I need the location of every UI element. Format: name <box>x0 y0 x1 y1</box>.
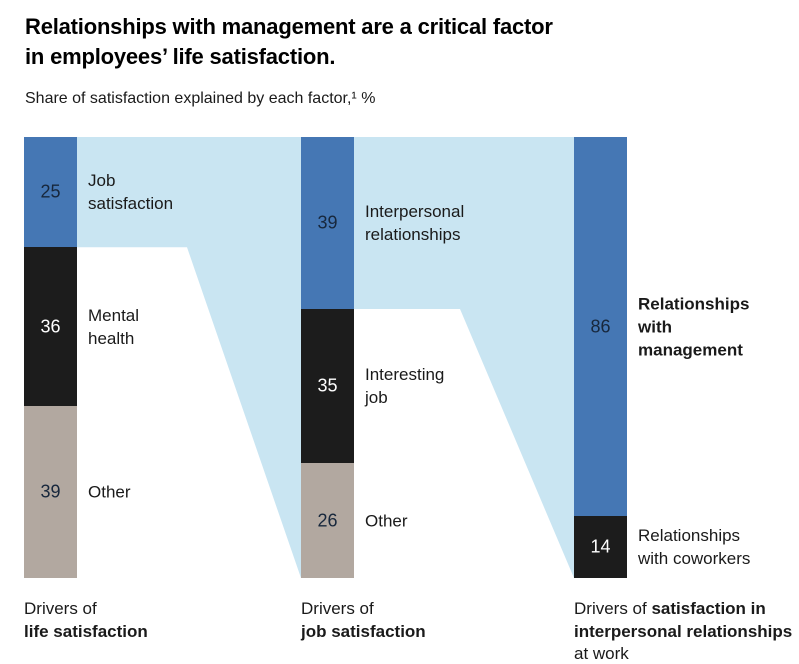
segment-value: 25 <box>40 181 61 202</box>
segment-label: Relationships with management <box>638 294 750 360</box>
bar-footer-label: Drivers of satisfaction in interpersonal … <box>574 598 792 664</box>
segment-label: Interpersonal relationships <box>365 201 465 244</box>
bar-segment: 36 <box>24 247 77 406</box>
bar-segment: 25 <box>24 137 77 248</box>
segment-label: Mental health <box>88 305 140 348</box>
segment-label: Relationships with coworkers <box>638 526 751 569</box>
segment-value: 14 <box>590 536 611 557</box>
bar-segment: 14 <box>574 516 627 578</box>
segment-label: Other <box>88 482 131 502</box>
bar-segment: 35 <box>301 308 354 464</box>
footer-text-run: job satisfaction <box>301 621 426 641</box>
bar-column-0: 25 36 39 <box>24 137 77 578</box>
segment-label: Job satisfaction <box>88 171 174 214</box>
segment-value: 39 <box>40 481 61 502</box>
footer-text-run: satisfaction in <box>651 599 766 618</box>
segment-value: 35 <box>317 375 338 396</box>
footer-text-run: Drivers of <box>24 599 97 618</box>
footer-text-run: interpersonal relationships <box>574 621 793 641</box>
bar-segment: 26 <box>301 463 354 578</box>
bar-footer-label: Drivers of life satisfaction <box>24 598 148 643</box>
bar-segment: 39 <box>24 406 77 578</box>
footer-text-run: life satisfaction <box>24 621 148 641</box>
segment-label: Interesting job <box>365 365 445 408</box>
footer-text-run: Drivers of <box>301 599 374 618</box>
segment-value: 36 <box>40 316 61 337</box>
chart-subtitle: Share of satisfaction explained by each … <box>25 90 376 107</box>
bar-segment: 39 <box>301 137 354 309</box>
flow-bands-layer <box>77 137 574 578</box>
bar-footer-label: Drivers of job satisfaction <box>301 598 426 643</box>
flow-band-0 <box>77 137 301 578</box>
page-title: Relationships with management are a crit… <box>25 12 553 72</box>
flow-band-1 <box>354 137 574 578</box>
sankey-chart: 25 36 39 Job satisfaction Mental health Other… <box>24 137 792 664</box>
footer-text-run: at work <box>574 644 629 663</box>
bar-column-2: 86 14 <box>574 137 627 578</box>
title-line-2: in employees’ life satisfaction. <box>25 44 336 69</box>
bar-segment: 86 <box>574 137 627 517</box>
segment-label: Other <box>365 511 408 531</box>
footer-text-run: Drivers of <box>574 599 652 618</box>
segment-value: 86 <box>590 316 611 337</box>
title-line-1: Relationships with management are a crit… <box>25 14 553 39</box>
bar-column-1: 39 35 26 <box>301 137 354 578</box>
segment-value: 39 <box>317 212 338 233</box>
segment-value: 26 <box>317 510 338 531</box>
